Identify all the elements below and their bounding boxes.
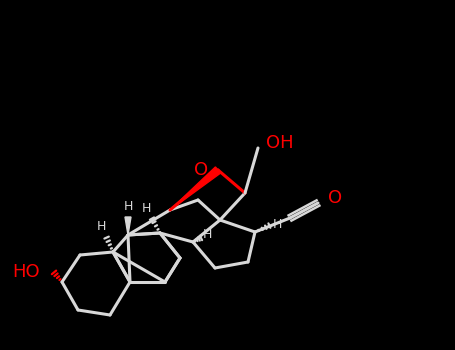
Text: H: H — [142, 202, 151, 215]
Text: H: H — [123, 201, 133, 214]
Text: O: O — [194, 161, 208, 179]
Polygon shape — [125, 217, 131, 235]
Polygon shape — [170, 167, 221, 210]
Text: H: H — [272, 217, 282, 231]
Text: H: H — [96, 220, 106, 233]
Text: OH: OH — [266, 134, 293, 152]
Text: H: H — [202, 228, 212, 240]
Text: O: O — [328, 189, 342, 207]
Text: HO: HO — [12, 263, 40, 281]
